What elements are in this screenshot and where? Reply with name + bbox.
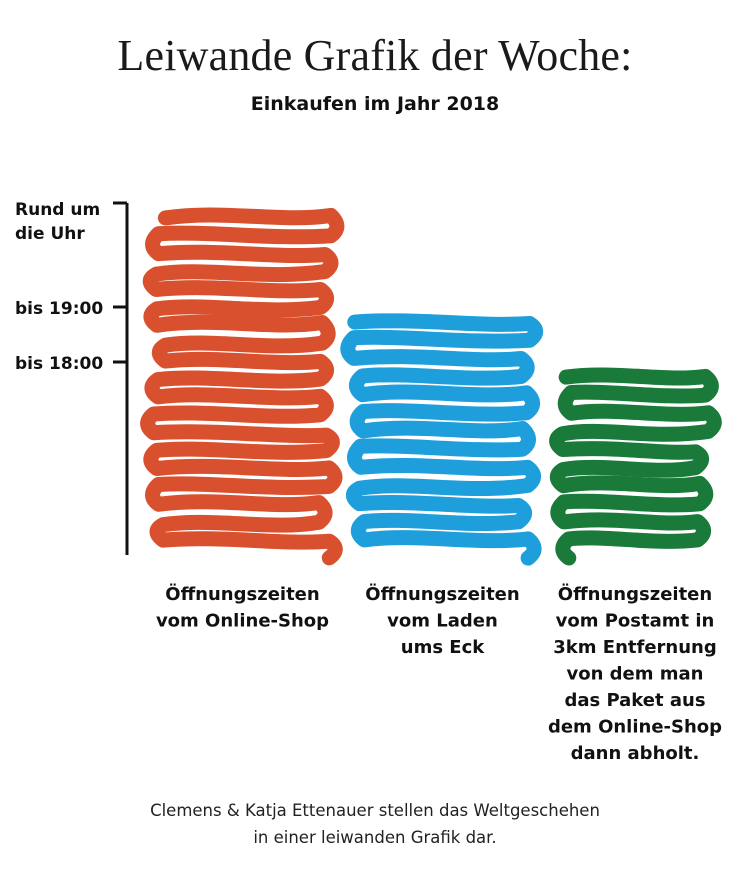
y-axis-ticks: Rund um die Uhr bis 19:00 bis 18:00 [15, 200, 127, 374]
chart-subtitle: Einkaufen im Jahr 2018 [250, 93, 500, 115]
category-label: dem Online-Shop [548, 717, 722, 738]
footer-line-1: Clemens & Katja Ettenauer stellen das We… [150, 801, 600, 820]
bars [140, 207, 722, 566]
category-label: ums Eck [401, 637, 486, 658]
bar-1 [140, 207, 345, 566]
category-label: vom Online-Shop [156, 611, 329, 632]
footer-note: Clemens & Katja Ettenauer stellen das We… [0, 797, 750, 851]
category-label: Öffnungszeiten [365, 583, 519, 605]
category-label: Öffnungszeiten [165, 583, 319, 605]
y-tick-label: die Uhr [15, 224, 85, 244]
category-label: Öffnungszeiten [558, 583, 712, 605]
category-label: das Paket aus [564, 690, 705, 711]
y-tick-label: bis 18:00 [15, 354, 103, 374]
category-label: dann abholt. [571, 743, 700, 764]
category-label: vom Laden [387, 611, 498, 632]
y-tick-label: bis 19:00 [15, 299, 103, 319]
y-tick-label: Rund um [15, 200, 100, 220]
chart-title: Leiwande Grafik der Woche: [117, 31, 633, 80]
category-label: vom Postamt in [556, 611, 715, 632]
category-labels: Öffnungszeiten vom Online-Shop Öffnungszei… [156, 583, 722, 764]
footer-line-2: in einer leiwanden Grafik dar. [253, 828, 497, 847]
bar-3 [549, 367, 722, 566]
bar-2 [340, 313, 544, 566]
category-label: von dem man [566, 664, 703, 685]
category-label: 3km Entfernung [553, 637, 716, 658]
